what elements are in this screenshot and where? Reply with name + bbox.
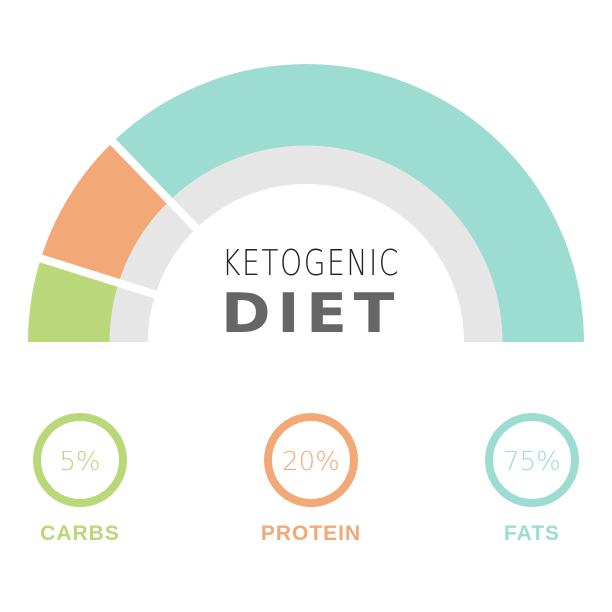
gauge-segment-fats — [112, 63, 584, 342]
title-ketogenic: KETOGENIC — [222, 243, 400, 284]
gauge-arcs — [28, 63, 584, 342]
title-diet: DIET — [221, 282, 401, 345]
legend-ring-protein — [264, 413, 358, 507]
legend-label-fats: FATS — [504, 522, 560, 545]
legend-label-protein: PROTEIN — [261, 522, 361, 545]
legend-value-protein: 20% — [282, 447, 340, 477]
segment-gap — [103, 132, 207, 239]
segment-gap — [30, 251, 167, 302]
legend-value-carbs: 5% — [59, 447, 100, 477]
legend-ring-fats — [485, 413, 579, 507]
legend: 5% CARBS 20% PROTEIN 75% FATS — [33, 413, 579, 545]
legend-label-carbs: CARBS — [40, 522, 120, 545]
legend-value-fats: 75% — [503, 447, 561, 477]
legend-ring-carbs — [33, 413, 127, 507]
gauge-track — [109, 145, 503, 342]
gauge-segment-protein — [40, 142, 170, 283]
